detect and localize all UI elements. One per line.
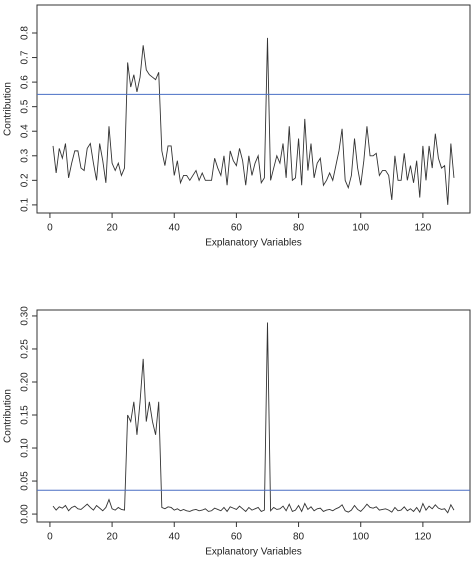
y-tick-label: 0.1 — [20, 198, 31, 212]
y-tick-label: 0.10 — [20, 438, 31, 458]
x-tick-label: 120 — [415, 532, 432, 543]
plot-box — [36, 309, 471, 523]
x-tick-label: 80 — [293, 532, 305, 543]
x-axis-label: Explanatory Variables — [205, 547, 302, 558]
y-tick-label: 0.15 — [20, 405, 31, 425]
y-tick-label: 0.25 — [20, 339, 31, 359]
x-tick-label: 40 — [169, 223, 181, 234]
y-tick-label: 0.2 — [20, 173, 31, 187]
x-tick-label: 20 — [107, 532, 119, 543]
y-tick-label: 0.6 — [20, 75, 31, 89]
data-line — [52, 37, 455, 205]
x-tick-label: 0 — [47, 223, 53, 234]
y-axis-label: Contribution — [3, 389, 14, 443]
data-line — [52, 322, 455, 514]
x-tick-label: 0 — [47, 532, 53, 543]
y-tick-label: 0.20 — [20, 372, 31, 392]
y-tick-label: 0.3 — [20, 148, 31, 162]
plot-box — [36, 4, 471, 214]
x-tick-label: 40 — [169, 532, 181, 543]
y-tick-label: 0.8 — [20, 26, 31, 40]
y-tick-label: 0.4 — [20, 124, 31, 138]
y-tick-label: 0.7 — [20, 50, 31, 64]
x-tick-label: 20 — [107, 223, 119, 234]
x-tick-label: 60 — [231, 223, 243, 234]
x-axis-label: Explanatory Variables — [205, 238, 302, 249]
x-tick-label: 120 — [415, 223, 432, 234]
y-tick-label: 0.05 — [20, 471, 31, 491]
y-tick-label: 0.30 — [20, 306, 31, 326]
y-tick-label: 0.5 — [20, 99, 31, 113]
y-tick-label: 0.00 — [20, 504, 31, 524]
y-axis-label: Contribution — [3, 82, 14, 136]
x-tick-label: 100 — [352, 223, 369, 234]
x-tick-label: 80 — [293, 223, 305, 234]
x-tick-label: 100 — [352, 532, 369, 543]
x-tick-label: 60 — [231, 532, 243, 543]
